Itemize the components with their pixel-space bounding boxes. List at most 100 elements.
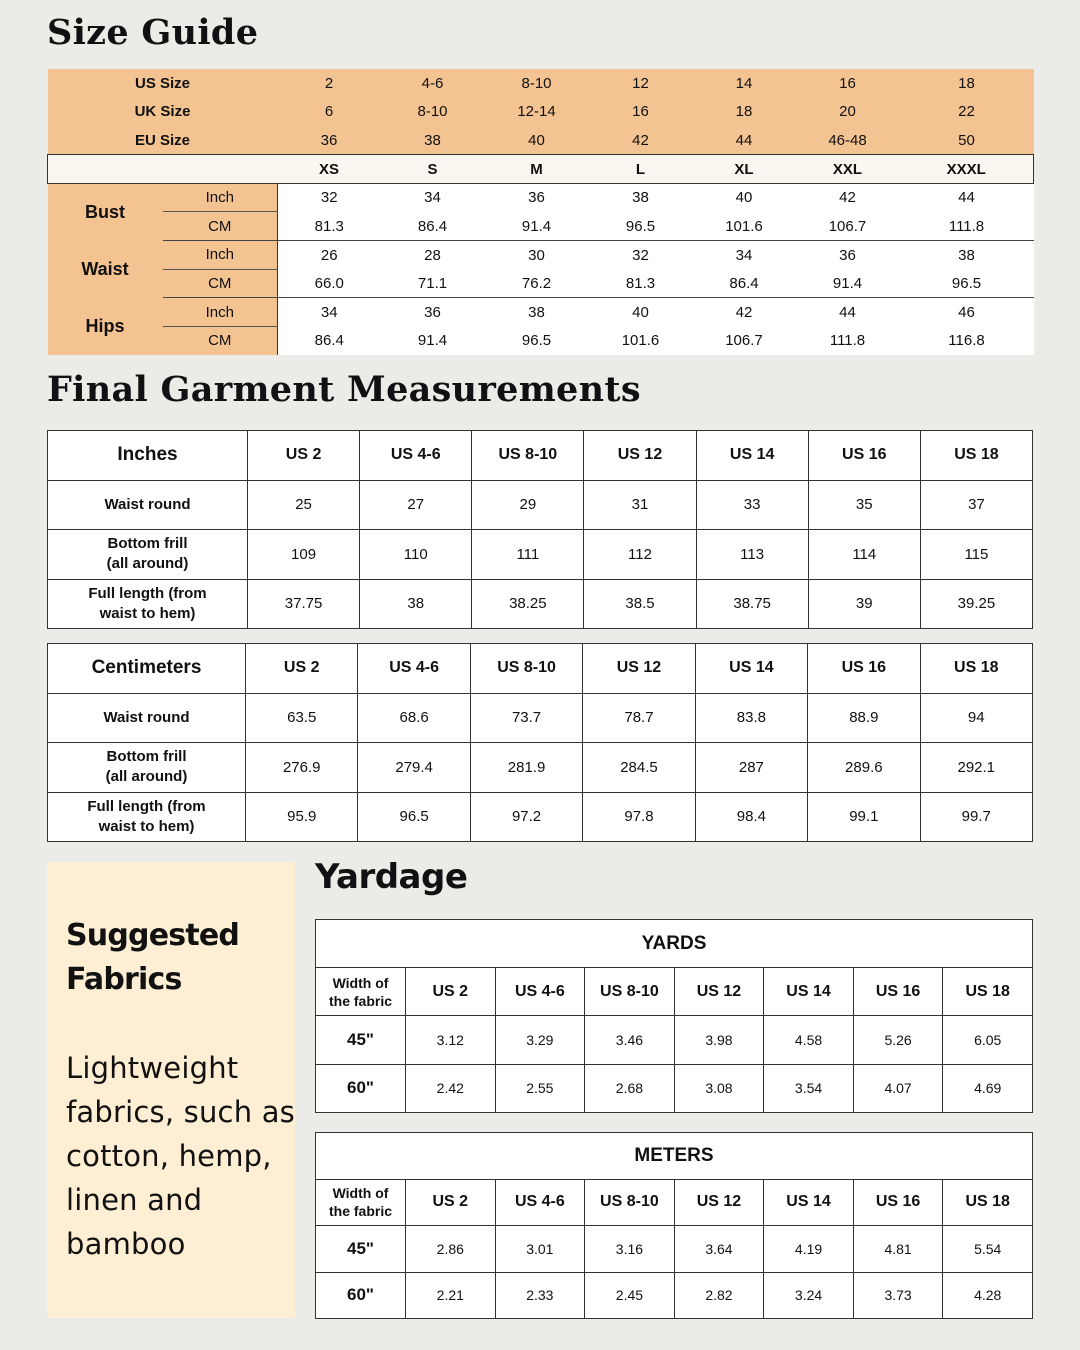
inch-value: 34: [692, 240, 796, 270]
cell-value: 2.68: [584, 1063, 675, 1113]
cell-value: 279.4: [357, 742, 471, 793]
cm-value: 96.5: [588, 211, 693, 242]
letter-size: XL: [692, 154, 796, 184]
cm-value: 66.0: [277, 269, 381, 299]
column-header: US 4-6: [494, 967, 586, 1017]
column-header: US 8-10: [584, 967, 675, 1017]
cell-value: 95.9: [244, 791, 359, 842]
cell-value: 5.54: [942, 1225, 1033, 1273]
inch-value: 42: [795, 183, 900, 212]
inch-value: 38: [484, 297, 589, 327]
row-label: Full length (from waist to hem): [47, 578, 248, 629]
unit-label: Inch: [162, 240, 278, 270]
cm-value: 106.7: [692, 326, 796, 355]
size-value: 18: [899, 69, 1034, 98]
cell-value: 3.64: [673, 1225, 765, 1273]
column-header: US 2: [246, 430, 361, 481]
unit-header: Centimeters: [47, 643, 246, 694]
measurement-label: Hips: [47, 297, 163, 355]
cell-value: 4.58: [763, 1015, 854, 1065]
inch-value: 28: [380, 240, 485, 270]
cell-value: 39.25: [919, 578, 1034, 629]
cell-value: 94: [919, 692, 1034, 743]
row-label: Waist round: [47, 692, 246, 743]
row-label: Bottom frill (all around): [47, 529, 248, 580]
cell-value: 4.81: [852, 1225, 944, 1273]
inch-value: 38: [588, 183, 693, 212]
cell-value: 2.42: [405, 1063, 496, 1113]
cell-value: 111: [471, 529, 585, 580]
inch-value: 42: [692, 297, 796, 327]
cell-value: 38.25: [471, 578, 585, 629]
cm-value: 81.3: [277, 211, 381, 242]
cm-value: 111.8: [899, 211, 1034, 242]
fabric-width: 45": [315, 1015, 406, 1065]
cell-value: 284.5: [582, 742, 696, 793]
size-value: 40: [484, 126, 589, 155]
size-value: 38: [380, 126, 485, 155]
inch-value: 44: [899, 183, 1034, 212]
column-header: US 2: [405, 967, 496, 1017]
size-value: 22: [899, 97, 1034, 127]
cell-value: 3.29: [494, 1015, 586, 1065]
size-row: US Size 2 4-6 8-10 12 14 16 18: [47, 69, 1034, 98]
table-row: Full length (from waist to hem) 95.9 96.5 9…: [47, 791, 1034, 842]
fabric-width: 60": [315, 1271, 406, 1319]
size-system-label: EU Size: [47, 126, 278, 155]
table-row: Bottom frill (all around) 109 110 111 112 113…: [47, 529, 1034, 580]
cell-value: 39: [807, 578, 921, 629]
measurement-row-cm: CM 66.0 71.1 76.2 81.3 86.4 91.4 96.5: [48, 269, 1034, 299]
column-header: US 14: [694, 643, 809, 694]
cm-value: 86.4: [277, 326, 381, 355]
column-header: US 2: [405, 1178, 496, 1226]
cm-value: 106.7: [795, 211, 900, 242]
table-row: 60" 2.42 2.55 2.68 3.08 3.54 4.07 4.69: [315, 1063, 1033, 1113]
column-header: US 18: [942, 1178, 1033, 1226]
size-value: 20: [795, 97, 900, 127]
cell-value: 113: [695, 529, 809, 580]
cell-value: 289.6: [807, 742, 921, 793]
cm-value: 86.4: [380, 211, 485, 242]
measurement-label: Waist: [47, 240, 163, 298]
inch-value: 38: [899, 240, 1034, 270]
column-header: US 18: [919, 430, 1034, 481]
cell-value: 38: [359, 578, 473, 629]
inch-value: 46: [899, 297, 1034, 327]
garment-inches-table: Inches US 2 US 4-6 US 8-10 US 12 US 14 US 16 US…: [47, 430, 1034, 629]
cell-value: 27: [359, 479, 473, 530]
unit-label: Inch: [162, 297, 278, 327]
cell-value: 4.07: [852, 1063, 944, 1113]
header-row: Centimeters US 2 US 4-6 US 8-10 US 12 US 14 US…: [47, 643, 1034, 694]
size-row: UK Size 6 8-10 12-14 16 18 20 22: [47, 97, 1034, 127]
size-value: 12: [588, 69, 693, 98]
column-header: US 4-6: [494, 1178, 586, 1226]
cm-value: 91.4: [795, 269, 900, 299]
inch-value: 40: [588, 297, 693, 327]
cell-value: 3.73: [852, 1271, 944, 1319]
size-value: 46-48: [795, 126, 900, 155]
size-row: EU Size 36 38 40 42 44 46-48 50: [47, 126, 1034, 155]
cell-value: 3.24: [763, 1271, 854, 1319]
column-header: US 14: [763, 967, 854, 1017]
unit-title: YARDS: [315, 918, 1033, 969]
cell-value: 3.08: [673, 1063, 765, 1113]
cell-value: 6.05: [942, 1015, 1033, 1065]
column-header: US 16: [807, 643, 921, 694]
cell-value: 276.9: [244, 742, 359, 793]
size-value: 8-10: [380, 97, 485, 127]
column-header: US 4-6: [359, 430, 473, 481]
cell-value: 37.75: [246, 578, 361, 629]
cm-value: 71.1: [380, 269, 485, 299]
size-value: 16: [588, 97, 693, 127]
cm-value: 86.4: [692, 269, 796, 299]
cell-value: 3.46: [584, 1015, 675, 1065]
garment-measurements-title: Final Garment Measurements: [47, 369, 641, 410]
fabric-width: 60": [315, 1063, 406, 1113]
size-value: 6: [277, 97, 381, 127]
cell-value: 110: [359, 529, 473, 580]
column-header: US 12: [673, 1178, 765, 1226]
garment-cm-table: Centimeters US 2 US 4-6 US 8-10 US 12 US 14 US…: [47, 643, 1034, 842]
cell-value: 31: [583, 479, 697, 530]
measurement-label: Bust: [47, 183, 163, 241]
cm-value: 96.5: [899, 269, 1034, 299]
